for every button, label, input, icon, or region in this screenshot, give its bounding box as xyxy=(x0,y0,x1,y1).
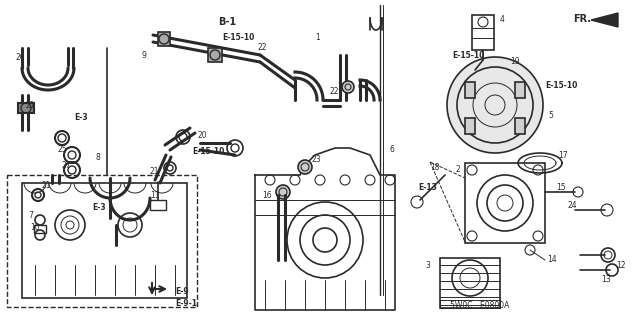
Circle shape xyxy=(342,81,354,93)
Circle shape xyxy=(447,57,543,153)
Text: E-9-1: E-9-1 xyxy=(175,299,197,308)
Text: 14: 14 xyxy=(547,256,557,264)
Circle shape xyxy=(298,160,312,174)
Text: E-3: E-3 xyxy=(74,114,88,122)
Bar xyxy=(465,82,475,98)
Text: 10: 10 xyxy=(30,224,40,233)
Bar xyxy=(465,118,475,134)
Text: 16: 16 xyxy=(262,190,271,199)
Text: 21: 21 xyxy=(42,181,51,189)
Bar xyxy=(515,118,525,134)
Text: 1: 1 xyxy=(315,33,320,42)
Bar xyxy=(515,82,525,98)
Bar xyxy=(150,200,166,210)
Text: 21: 21 xyxy=(25,100,35,109)
Polygon shape xyxy=(591,13,618,27)
Bar xyxy=(208,48,222,62)
Text: 9: 9 xyxy=(142,50,147,60)
Bar xyxy=(472,15,494,50)
Bar xyxy=(18,103,34,113)
Text: 22: 22 xyxy=(330,87,339,97)
Text: 4: 4 xyxy=(500,16,505,25)
Bar xyxy=(440,300,500,308)
Text: E-3: E-3 xyxy=(92,204,106,212)
Text: 2: 2 xyxy=(455,166,460,174)
Text: 15: 15 xyxy=(556,183,566,192)
Bar xyxy=(34,225,46,233)
Text: E-15-10: E-15-10 xyxy=(222,33,254,42)
Text: 19: 19 xyxy=(510,57,520,66)
Text: 20: 20 xyxy=(198,130,207,139)
Text: B-1: B-1 xyxy=(218,17,236,27)
Text: 6: 6 xyxy=(390,145,395,154)
Bar xyxy=(158,32,170,46)
Text: 18: 18 xyxy=(430,164,440,173)
Text: E-15-10: E-15-10 xyxy=(452,50,484,60)
Circle shape xyxy=(276,185,290,199)
Text: 5: 5 xyxy=(548,110,553,120)
Text: 25: 25 xyxy=(58,145,68,154)
Text: 26: 26 xyxy=(15,54,24,63)
Text: 23: 23 xyxy=(312,155,322,165)
Bar xyxy=(7,175,197,307)
Text: FR.: FR. xyxy=(573,14,591,24)
Text: 21: 21 xyxy=(150,167,159,176)
Text: E-9: E-9 xyxy=(175,286,189,295)
Text: 17: 17 xyxy=(558,151,568,160)
Bar xyxy=(465,163,545,243)
Text: 27: 27 xyxy=(62,160,72,169)
Text: 24: 24 xyxy=(568,201,578,210)
Text: 22: 22 xyxy=(258,43,268,53)
Text: 7: 7 xyxy=(28,211,33,219)
Text: E-15-10: E-15-10 xyxy=(192,147,225,157)
Text: 3: 3 xyxy=(425,261,430,270)
Text: 8: 8 xyxy=(95,153,100,162)
Text: 13: 13 xyxy=(601,276,611,285)
Text: 11: 11 xyxy=(150,191,159,201)
Text: 12: 12 xyxy=(616,261,625,270)
Bar xyxy=(440,258,500,308)
Text: E-15-10: E-15-10 xyxy=(545,80,577,90)
Bar xyxy=(22,183,187,298)
Text: E-13: E-13 xyxy=(418,183,437,192)
Text: 5W0C - E0800A: 5W0C - E0800A xyxy=(450,300,509,309)
